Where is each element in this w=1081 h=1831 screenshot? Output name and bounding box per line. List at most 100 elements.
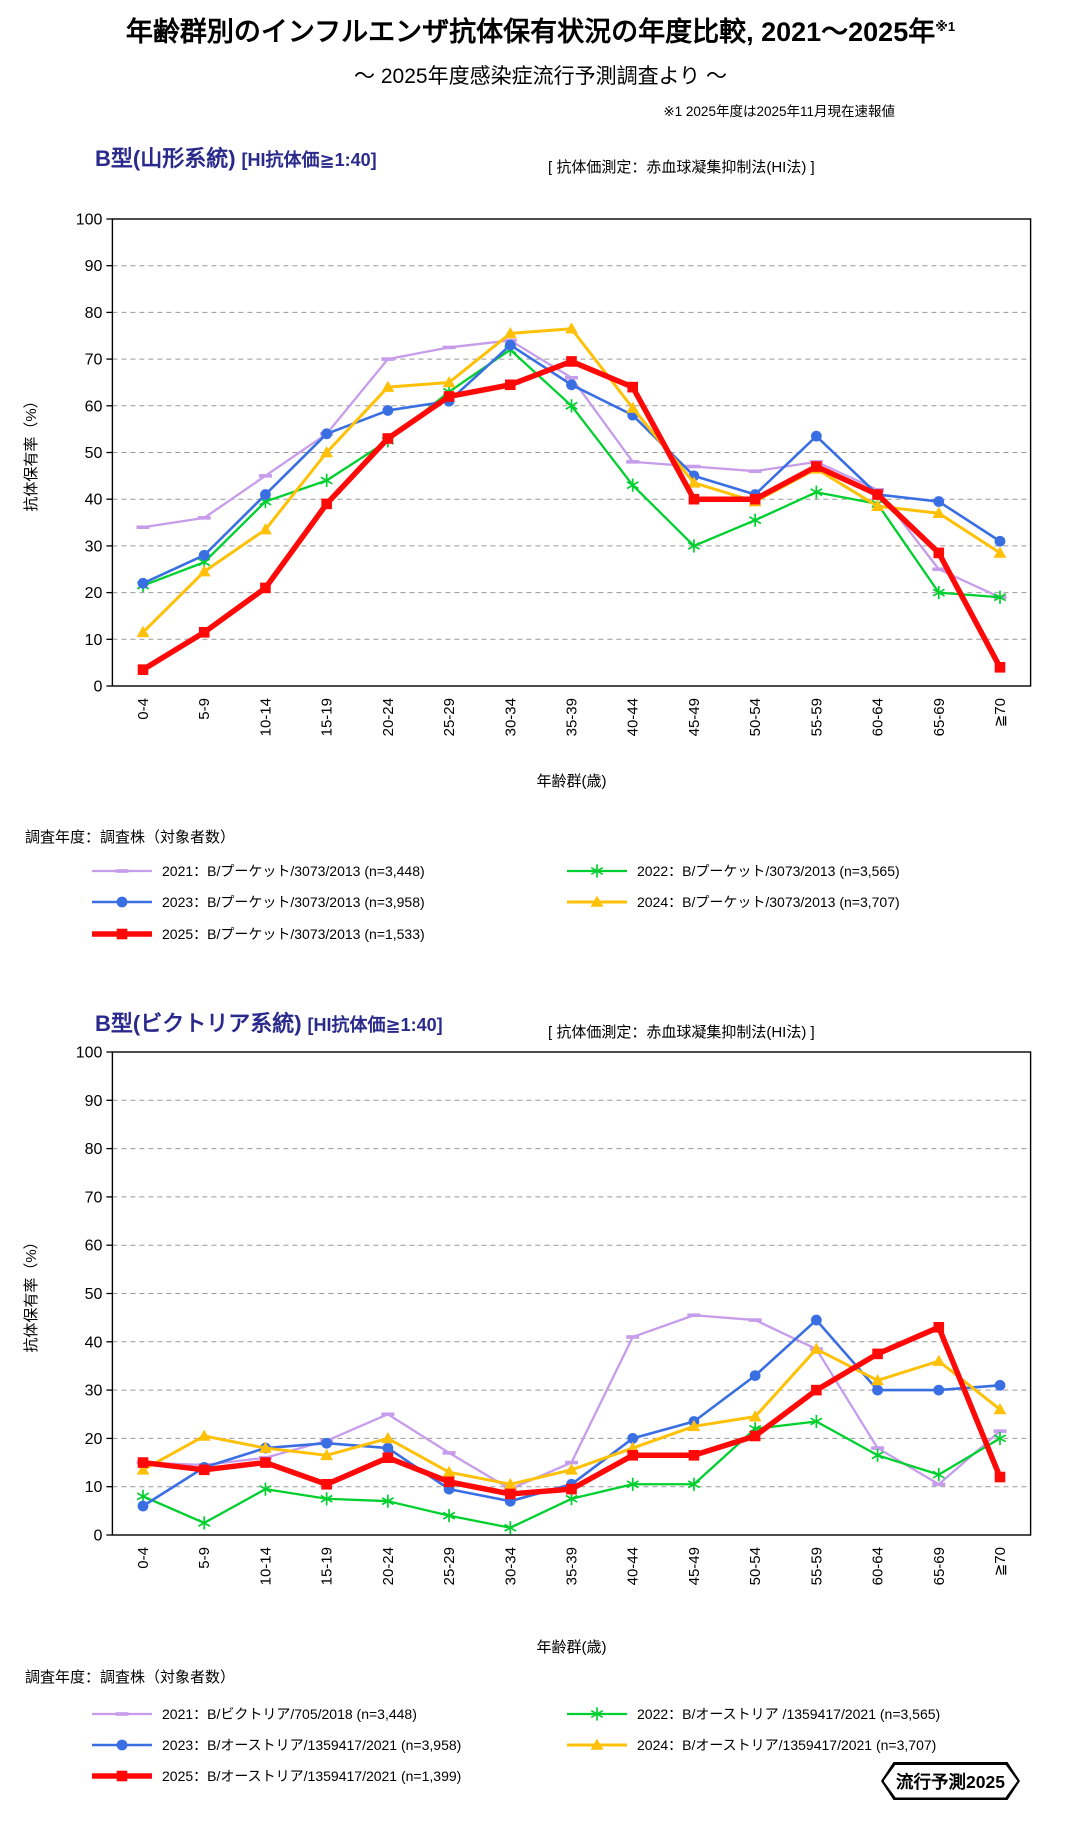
page-subtitle: ～ 2025年度感染症流行予測調査より ～	[354, 65, 727, 88]
chart1-title: B型(山形系統) [HI抗体価≧1:40]	[95, 141, 377, 173]
forecast-2025-badge-inner: 流行予測2025	[883, 1764, 1018, 1798]
svg-text:0-4: 0-4	[135, 1547, 152, 1569]
svg-text:15-19: 15-19	[319, 1547, 336, 1585]
chart2-legend: 2021：B/ビクトリア/705/2018 (n=3,448) 2022：B/オー…	[90, 1698, 940, 1791]
legend-swatch-2025	[92, 1770, 152, 1781]
chart1-legend-title: 調査年度：調査株（対象者数）	[25, 829, 236, 846]
svg-text:65-69: 65-69	[931, 1547, 948, 1585]
legend-label-2021: 2021：B/ビクトリア/705/2018 (n=3,448)	[162, 1705, 417, 1722]
svg-text:55-59: 55-59	[808, 698, 825, 736]
svg-text:80: 80	[85, 1141, 103, 1158]
legend-item-2021: 2021：B/プーケット/3073/2013 (n=3,448)	[90, 855, 565, 887]
svg-text:25-29: 25-29	[441, 698, 458, 736]
svg-text:45-49: 45-49	[686, 698, 703, 736]
legend-swatch-2023	[92, 896, 152, 908]
legend-item-2022: 2022：B/プーケット/3073/2013 (n=3,565)	[565, 855, 900, 887]
legend-item-2023: 2023：B/プーケット/3073/2013 (n=3,958)	[90, 887, 565, 919]
chart2-title: B型(ビクトリア系統) [HI抗体価≧1:40]	[95, 1006, 443, 1038]
footnote: ※1 2025年度は2025年11月現在速報値	[663, 104, 895, 119]
series-2023	[137, 1314, 1006, 1512]
legend-swatch-2021	[92, 1711, 152, 1716]
legend-label-2025: 2025：B/プーケット/3073/2013 (n=1,533)	[162, 925, 425, 942]
legend-label-2021: 2021：B/プーケット/3073/2013 (n=3,448)	[162, 862, 425, 879]
svg-text:45-49: 45-49	[686, 1547, 703, 1585]
chart1-title-main: B型(山形系統)	[95, 146, 236, 171]
svg-text:10-14: 10-14	[257, 698, 274, 736]
svg-text:50-54: 50-54	[747, 1547, 764, 1585]
svg-text:10: 10	[85, 1479, 103, 1496]
forecast-2025-badge: 流行予測2025	[881, 1762, 1020, 1800]
legend-label-2025: 2025：B/オーストリア/1359417/2021 (n=1,399)	[162, 1767, 462, 1784]
svg-text:35-39: 35-39	[564, 698, 581, 736]
svg-text:10-14: 10-14	[257, 1547, 274, 1585]
svg-text:65-69: 65-69	[931, 698, 948, 736]
legend-label-2022: 2022：B/プーケット/3073/2013 (n=3,565)	[637, 862, 900, 879]
y-axis-title: 抗体保有率（%）	[23, 1234, 40, 1352]
legend-label-2024: 2024：B/プーケット/3073/2013 (n=3,707)	[637, 894, 900, 911]
legend-swatch-2021	[92, 868, 152, 873]
page-title: 年齢群別のインフルエンザ抗体保有状況の年度比較, 2021～2025年※1	[0, 10, 1081, 49]
legend-item-2022: 2022：B/オーストリア /1359417/2021 (n=3,565)	[565, 1698, 940, 1729]
svg-text:50: 50	[85, 1286, 103, 1303]
svg-text:100: 100	[76, 1045, 103, 1062]
chart2-title-main: B型(ビクトリア系統)	[95, 1011, 302, 1036]
svg-text:25-29: 25-29	[441, 1547, 458, 1585]
svg-text:≧70: ≧70	[992, 1547, 1009, 1576]
svg-text:40-44: 40-44	[625, 698, 642, 736]
legend-label-2022: 2022：B/オーストリア /1359417/2021 (n=3,565)	[637, 1705, 941, 1722]
chart1-method-note: [ 抗体価測定：赤血球凝集抑制法(HI法) ]	[548, 159, 815, 176]
svg-text:55-59: 55-59	[808, 1547, 825, 1585]
axes	[106, 218, 1032, 687]
svg-text:30: 30	[85, 538, 103, 555]
svg-text:60: 60	[85, 1238, 103, 1255]
x-axis-title: 年齢群(歳)	[537, 1639, 607, 1656]
legend-swatch-2022	[567, 1706, 627, 1721]
svg-text:40: 40	[85, 492, 103, 509]
series-2024	[136, 322, 1007, 638]
svg-text:20-24: 20-24	[380, 1547, 397, 1585]
svg-text:30-34: 30-34	[502, 1547, 519, 1585]
series-2023-line	[142, 1318, 1001, 1508]
series-2022	[136, 1414, 1007, 1535]
y-axis-title: 抗体保有率（%）	[23, 393, 40, 511]
svg-text:100: 100	[76, 212, 103, 229]
legend-item-2024: 2024：B/オーストリア/1359417/2021 (n=3,707)	[565, 1729, 940, 1760]
x-axis-tick-labels: 0-4 5-9 10-14 15-19 20-24 25-29 30-34 35-39 40-4…	[135, 1547, 1009, 1585]
legend-item-2021: 2021：B/ビクトリア/705/2018 (n=3,448)	[90, 1698, 565, 1729]
svg-text:90: 90	[85, 258, 103, 275]
svg-text:50-54: 50-54	[747, 698, 764, 736]
gridlines	[112, 265, 1031, 640]
svg-text:5-9: 5-9	[196, 1547, 213, 1569]
svg-text:40-44: 40-44	[625, 1547, 642, 1585]
legend-item-2025: 2025：B/オーストリア/1359417/2021 (n=1,399)	[90, 1760, 565, 1791]
svg-text:50: 50	[85, 445, 103, 462]
legend-swatch-2022	[567, 864, 627, 878]
legend-item-2023: 2023：B/オーストリア/1359417/2021 (n=3,958)	[90, 1729, 565, 1760]
svg-text:20: 20	[85, 585, 103, 602]
legend-item-2025: 2025：B/プーケット/3073/2013 (n=1,533)	[90, 918, 565, 950]
x-axis-tick-labels: 0-4 5-9 10-14 15-19 20-24 25-29 30-34 35-39 40-4…	[135, 698, 1009, 736]
svg-text:30-34: 30-34	[502, 698, 519, 736]
svg-text:80: 80	[85, 305, 103, 322]
legend-label-2023: 2023：B/オーストリア/1359417/2021 (n=3,958)	[162, 1736, 462, 1753]
series-2024-line	[141, 327, 1001, 634]
gridlines	[112, 1099, 1031, 1488]
chart2-title-bracket: [HI抗体価≧1:40]	[307, 1015, 443, 1035]
chart2-method-note: [ 抗体価測定：赤血球凝集抑制法(HI法) ]	[548, 1024, 815, 1041]
chart1-legend: 2021：B/プーケット/3073/2013 (n=3,448) 2022：B/プ…	[90, 855, 900, 950]
svg-text:5-9: 5-9	[196, 698, 213, 720]
svg-text:10: 10	[85, 632, 103, 649]
axes	[106, 1051, 1032, 1536]
forecast-2025-badge-label: 流行予測2025	[896, 1771, 1005, 1792]
legend-swatch-2024	[567, 895, 627, 908]
series-2021	[136, 338, 1007, 600]
legend-item-2024: 2024：B/プーケット/3073/2013 (n=3,707)	[565, 887, 900, 919]
svg-text:90: 90	[85, 1093, 103, 1110]
svg-text:0: 0	[93, 1528, 102, 1545]
svg-text:60: 60	[85, 398, 103, 415]
legend-swatch-2023	[92, 1739, 152, 1750]
svg-text:15-19: 15-19	[319, 698, 336, 736]
legend-swatch-2024	[567, 1738, 627, 1750]
page-title-superscript: ※1	[935, 19, 956, 34]
